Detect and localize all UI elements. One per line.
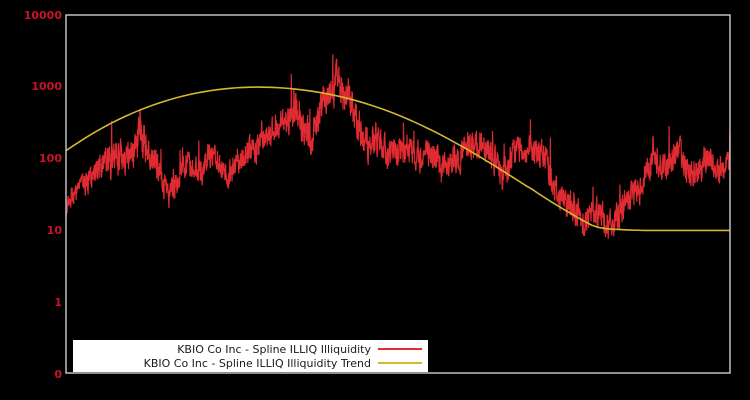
ytick-label-10: 10 <box>46 224 62 237</box>
ytick-label-10000: 10000 <box>23 9 62 22</box>
series-illiquidity-trend <box>65 86 730 232</box>
ytick-label-0: 0 <box>54 368 62 381</box>
legend-line-swatch-trend <box>378 362 422 364</box>
legend-label-illiquidity: KBIO Co Inc - Spline ILLIQ Illiquidity <box>177 342 371 356</box>
legend-entry-illiquidity: KBIO Co Inc - Spline ILLIQ Illiquidity <box>77 342 422 356</box>
ytick-label-1: 1 <box>54 296 62 309</box>
legend-label-trend: KBIO Co Inc - Spline ILLIQ Illiquidity T… <box>143 356 371 370</box>
ytick-label-1000: 1000 <box>31 80 62 93</box>
plot-spines <box>65 14 731 374</box>
series-illiquidity <box>65 54 731 239</box>
legend-line-swatch-illiquidity <box>378 348 422 350</box>
legend-entry-trend: KBIO Co Inc - Spline ILLIQ Illiquidity T… <box>77 356 422 370</box>
ytick-label-100: 100 <box>39 152 62 165</box>
chart-legend: KBIO Co Inc - Spline ILLIQ Illiquidity K… <box>73 340 428 372</box>
